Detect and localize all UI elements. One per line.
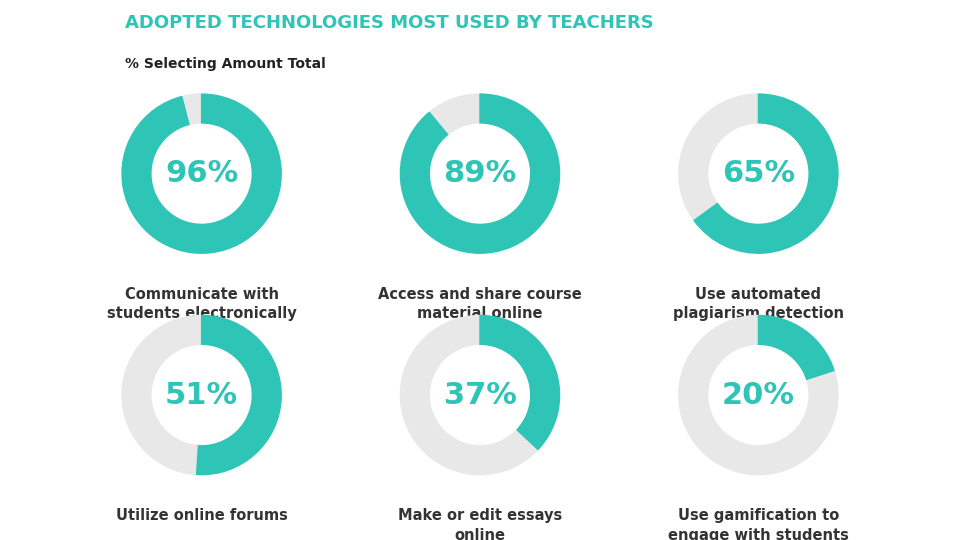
Text: 51%: 51% bbox=[165, 381, 238, 409]
Text: ADOPTED TECHNOLOGIES MOST USED BY TEACHERS: ADOPTED TECHNOLOGIES MOST USED BY TEACHE… bbox=[125, 14, 654, 31]
Wedge shape bbox=[400, 315, 538, 475]
Text: 65%: 65% bbox=[722, 159, 795, 188]
Wedge shape bbox=[758, 315, 834, 380]
Wedge shape bbox=[679, 94, 758, 220]
Text: % Selecting Amount Total: % Selecting Amount Total bbox=[125, 57, 325, 71]
Circle shape bbox=[709, 346, 807, 444]
Text: 89%: 89% bbox=[444, 159, 516, 188]
Wedge shape bbox=[122, 315, 202, 475]
Text: 20%: 20% bbox=[722, 381, 795, 409]
Circle shape bbox=[709, 124, 807, 223]
Text: Access and share course
material online: Access and share course material online bbox=[378, 287, 582, 321]
Circle shape bbox=[153, 124, 251, 223]
Text: Use gamification to
engage with students: Use gamification to engage with students bbox=[668, 508, 849, 540]
Text: Use automated
plagiarism detection: Use automated plagiarism detection bbox=[673, 287, 844, 321]
Wedge shape bbox=[694, 94, 838, 253]
Wedge shape bbox=[400, 94, 560, 253]
Wedge shape bbox=[429, 94, 480, 136]
Circle shape bbox=[431, 346, 529, 444]
Text: Utilize online forums: Utilize online forums bbox=[115, 508, 288, 523]
Wedge shape bbox=[480, 315, 560, 449]
Wedge shape bbox=[181, 94, 202, 126]
Circle shape bbox=[431, 124, 529, 223]
Wedge shape bbox=[679, 315, 838, 475]
Text: Communicate with
students electronically: Communicate with students electronically bbox=[107, 287, 297, 321]
Circle shape bbox=[153, 346, 251, 444]
Wedge shape bbox=[197, 315, 281, 475]
Text: 37%: 37% bbox=[444, 381, 516, 409]
Text: 96%: 96% bbox=[165, 159, 238, 188]
Text: Make or edit essays
online: Make or edit essays online bbox=[397, 508, 563, 540]
Wedge shape bbox=[122, 94, 281, 253]
